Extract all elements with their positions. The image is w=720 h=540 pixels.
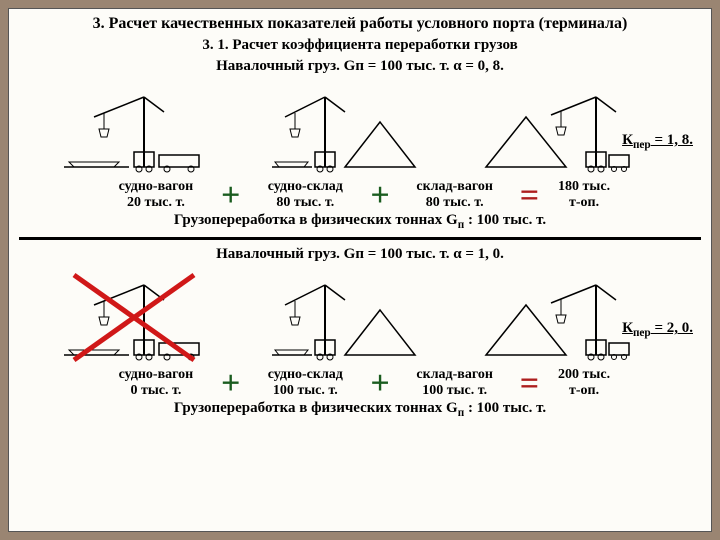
diagram-ship-storage-2 (270, 265, 420, 365)
case-line-2: Навалочный груз. Gп = 100 тыс. т. α = 1,… (19, 246, 701, 263)
term-1-1: судно-вагон 20 тыс. т. (101, 179, 211, 211)
diagram-row-1: Кпер = 1, 8. (19, 77, 701, 177)
diagram-ship-wagon-2 (59, 265, 209, 365)
subtitle: 3. 1. Расчет коэффициента переработки гр… (19, 37, 701, 54)
equals-icon: = (516, 182, 543, 209)
result-1: 180 тыс. т-оп. (549, 179, 619, 211)
calc-row-1: судно-вагон 20 тыс. т. + судно-склад 80 … (19, 179, 701, 211)
equals-icon: = (516, 370, 543, 397)
plus-icon: + (217, 182, 244, 209)
term-2-1: судно-вагон 0 тыс. т. (101, 367, 211, 399)
section-1: Навалочный груз. Gп = 100 тыс. т. α = 0,… (19, 58, 701, 231)
plus-icon: + (217, 370, 244, 397)
diagram-storage-wagon-2 (481, 265, 631, 365)
divider (19, 237, 701, 240)
term-1-2: судно-склад 80 тыс. т. (250, 179, 360, 211)
calc-row-2: судно-вагон 0 тыс. т. + судно-склад 100 … (19, 367, 701, 399)
diagram-row-2: Кпер = 2, 0. (19, 265, 701, 365)
diagram-ship-wagon-1 (59, 77, 209, 177)
phys-line-1: Грузопереработка в физических тоннах Gп … (19, 212, 701, 231)
main-title: 3. Расчет качественных показателей работ… (19, 15, 701, 33)
result-2: 200 тыс. т-оп. (549, 367, 619, 399)
phys-line-2: Грузопереработка в физических тоннах Gп … (19, 400, 701, 419)
plus-icon: + (366, 370, 393, 397)
coefficient-1: Кпер = 1, 8. (622, 132, 693, 151)
section-2: Навалочный груз. Gп = 100 тыс. т. α = 1,… (19, 246, 701, 419)
coefficient-2: Кпер = 2, 0. (622, 320, 693, 339)
term-2-3: склад-вагон 100 тыс. т. (400, 367, 510, 399)
page: 3. Расчет качественных показателей работ… (8, 8, 712, 532)
case-line-1: Навалочный груз. Gп = 100 тыс. т. α = 0,… (19, 58, 701, 75)
diagram-storage-wagon-1 (481, 77, 631, 177)
diagram-ship-storage-1 (270, 77, 420, 177)
term-2-2: судно-склад 100 тыс. т. (250, 367, 360, 399)
term-1-3: склад-вагон 80 тыс. т. (400, 179, 510, 211)
plus-icon: + (366, 182, 393, 209)
